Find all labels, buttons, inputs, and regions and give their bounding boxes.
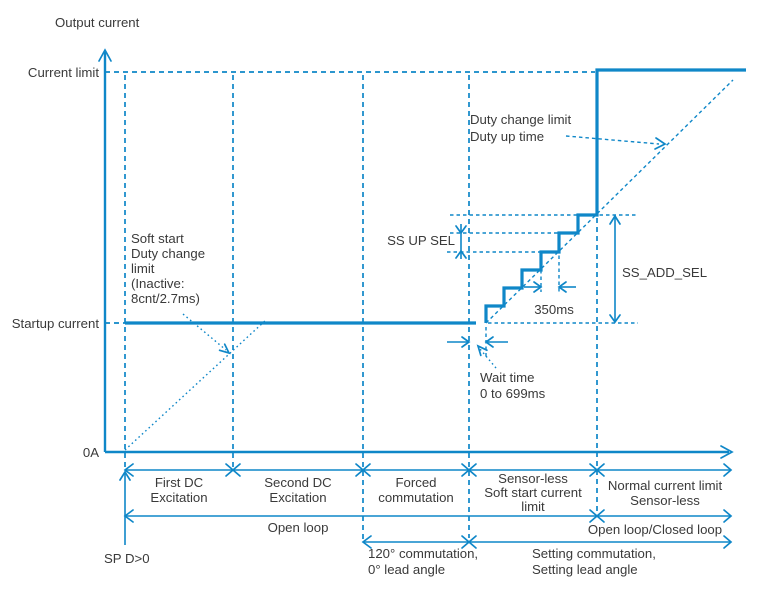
labels: Output current Current limit Startup cur… (12, 15, 723, 577)
ss-up-sel-label: SS UP SEL (387, 233, 455, 248)
dashed-guides (105, 71, 734, 540)
duty-change-note-line2: Duty up time (470, 129, 544, 144)
setting-commutation-label-line1: Setting commutation, (532, 546, 656, 561)
dotted-annotation-lines (124, 135, 667, 451)
phase-bracket-row1 (123, 463, 733, 477)
step-time-label: 350ms (534, 302, 574, 317)
phase1-label-line1: First DC (155, 475, 204, 490)
duty-change-pointer-line (565, 135, 660, 145)
phase3-label-line2: commutation (378, 490, 454, 505)
soft-start-staircase-and-limit (484, 68, 746, 323)
phase4-label-line1: Sensor-less (498, 471, 568, 486)
row3-junction-icon (467, 535, 477, 549)
phase2-label-line1: Second DC (264, 475, 332, 490)
open-closed-loop-label: Open loop/Closed loop (588, 522, 722, 537)
soft-start-note-line2: Duty change (131, 246, 205, 261)
phase2-label-line2: Excitation (269, 490, 326, 505)
startup-current-label: Startup current (12, 316, 100, 331)
y-axis-title: Output current (55, 15, 140, 30)
duty-ramp-diagonal (485, 79, 734, 324)
row2-junction-icon (595, 509, 605, 523)
axes (98, 48, 734, 459)
setting-commutation-label-line2: Setting lead angle (532, 562, 638, 577)
wait-time-label-line2: 0 to 699ms (480, 386, 546, 401)
phase-bracket-row3 (119, 470, 733, 549)
phase5-label-line1: Normal current limit (608, 478, 723, 493)
row2-right-arrowhead-icon (723, 509, 733, 523)
soft-start-note-line5: 8cnt/2.7ms) (131, 291, 200, 306)
row3-right-arrowhead-icon (723, 535, 733, 549)
duty-change-pointer-arrowhead-icon (654, 137, 667, 150)
current-waveform (125, 68, 746, 325)
ss-add-sel-arrowhead-down-icon (609, 314, 621, 324)
ss-up-sel-arrowhead-up-icon (455, 249, 467, 259)
soft-start-note-line4: (Inactive: (131, 276, 185, 291)
phase4-label-line2: Soft start current (484, 485, 582, 500)
row1-junction-icon (467, 463, 477, 477)
wait-time-pointer-arrowhead-icon (476, 344, 488, 357)
duty-change-note-line1: Duty change limit (470, 112, 571, 127)
start-condition-arrowhead-up-icon (119, 470, 131, 481)
soft-start-note-line1: Soft start (131, 231, 184, 246)
row1-junction-icon (361, 463, 371, 477)
row1-right-arrowhead-icon (723, 463, 733, 477)
phase5-label-line2: Sensor-less (630, 493, 700, 508)
y-axis-arrow-icon (98, 48, 112, 62)
phase3-label-line1: Forced (395, 475, 436, 490)
wait-time-label-line1: Wait time (480, 370, 534, 385)
soft-start-note-line3: limit (131, 261, 155, 276)
current-limit-label: Current limit (28, 65, 99, 80)
soft-start-pointer-arrowhead-icon (218, 343, 231, 355)
start-condition-label: SP D>0 (104, 551, 150, 566)
dimension-arrows (447, 214, 621, 348)
wait-time-pointer-line (479, 348, 497, 369)
wait-time-arrowhead-right-icon (461, 336, 471, 348)
row1-left-arrowhead-icon (123, 463, 134, 477)
step-time-arrowhead-left-icon (557, 281, 567, 293)
open-loop-label: Open loop (268, 520, 329, 535)
x-axis-arrow-icon (720, 445, 734, 459)
row1-junction-icon (231, 463, 241, 477)
phase4-label-line3: limit (521, 499, 545, 514)
step-time-arrowhead-right-icon (533, 281, 543, 293)
phase1-label-line2: Excitation (150, 490, 207, 505)
ss-add-sel-label: SS_ADD_SEL (622, 265, 707, 280)
commutation-120-label-line1: 120° commutation, (368, 546, 478, 561)
row3-left-arrowhead-icon (361, 535, 372, 549)
row1-junction-icon (595, 463, 605, 477)
zero-current-label: 0A (83, 445, 99, 460)
ss-up-sel-arrowhead-down-icon (455, 225, 467, 235)
ss-add-sel-arrowhead-up-icon (609, 214, 621, 225)
soft-start-ramp-diagonal (124, 319, 267, 451)
wait-time-arrowhead-left-icon (484, 336, 494, 348)
commutation-120-label-line2: 0° lead angle (368, 562, 445, 577)
soft-start-pointer-line (182, 313, 227, 351)
phase-bracket-row2 (123, 509, 733, 523)
